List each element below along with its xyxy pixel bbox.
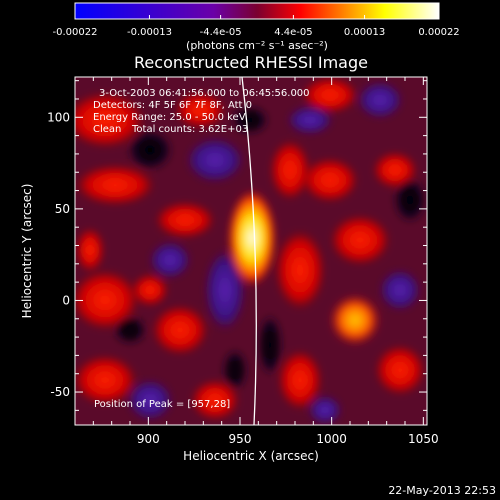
colorbar-ticks: -0.00022 -0.00013 -4.4e-05 4.4e-05 0.00013 0.… [53, 15, 460, 38]
y-tick-label: 0 [62, 293, 70, 307]
info-peak-position: Position of Peak = [957,28] [94, 399, 230, 410]
x-tick-label: 1050 [408, 432, 439, 446]
info-panel: 3-Oct-2003 06:41:56.000 to 06:45:56.000 … [93, 88, 310, 410]
info-detectors: Detectors: 4F 5F 6F 7F 8F, Att 0 [93, 100, 252, 111]
x-axis-label: Heliocentric X (arcsec) [183, 449, 319, 463]
y-tick-label: -50 [50, 385, 70, 399]
info-time-range: 3-Oct-2003 06:41:56.000 to 06:45:56.000 [99, 88, 310, 99]
y-axis-label: Heliocentric Y (arcsec) [20, 184, 34, 319]
footer-timestamp: 22-May-2013 22:53 [388, 484, 496, 497]
colorbar-gradient [74, 2, 440, 20]
y-tick-label: 50 [55, 202, 70, 216]
info-algorithm: Clean [93, 124, 121, 135]
colorbar-unit-label: (photons cm⁻² s⁻¹ asec⁻²) [186, 39, 328, 52]
axis-ticks: 900 950 1000 1050 -50 0 50 100 [47, 77, 439, 446]
y-tick-label: 100 [47, 110, 70, 124]
colorbar-tick-label: -0.00013 [127, 27, 172, 38]
colorbar-tick-label: 0.00022 [418, 27, 459, 38]
colorbar-tick-label: -4.4e-05 [200, 27, 242, 38]
plot-frame [74, 76, 428, 426]
chart-title: Reconstructed RHESSI Image [134, 53, 368, 72]
colorbar-tick-label: -0.00022 [53, 27, 98, 38]
heatmap-image [75, 77, 427, 425]
colorbar: -0.00022 -0.00013 -4.4e-05 4.4e-05 0.00013 0.… [53, 2, 460, 52]
colorbar-tick-label: 0.00013 [344, 27, 385, 38]
x-tick-label: 900 [137, 432, 160, 446]
solar-limb-arc [241, 76, 257, 426]
x-tick-label: 950 [229, 432, 252, 446]
colorbar-tick-label: 4.4e-05 [274, 27, 312, 38]
info-total-counts: Total counts: 3.62E+03 [131, 124, 248, 135]
x-tick-label: 1000 [316, 432, 347, 446]
info-energy-range: Energy Range: 25.0 - 50.0 keV [93, 112, 246, 123]
